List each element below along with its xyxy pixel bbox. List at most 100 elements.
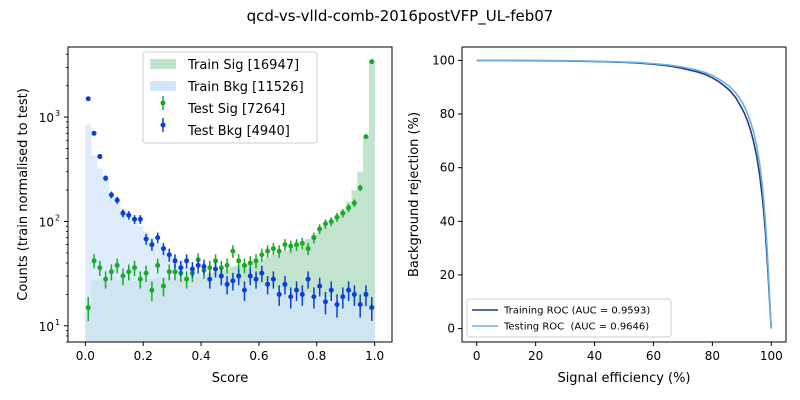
train-bkg-bar-35 (287, 290, 294, 342)
test-bkg-point-marker-7 (126, 212, 132, 218)
histogram-y-axis-title: Counts (train normalised to test) (16, 88, 31, 301)
test-bkg-point-marker-38 (305, 276, 311, 282)
test-sig-point-26 (236, 254, 242, 269)
training-roc-line (476, 59, 773, 329)
test-sig-point-44 (340, 209, 346, 218)
test-sig-point-2 (97, 260, 103, 277)
test-sig-point-45 (346, 204, 352, 212)
test-bkg-point-6 (120, 209, 126, 218)
train-sig-bar-44 (339, 209, 347, 342)
test-bkg-point-11 (149, 239, 155, 251)
train-bkg-bar-30 (258, 284, 266, 342)
test-bkg-point-marker-26 (236, 273, 242, 279)
train-bkg-bar-17 (183, 265, 190, 342)
test-bkg-point-marker-4 (108, 192, 114, 198)
train-bkg-bar-42 (328, 296, 335, 342)
roc-legend-frame (466, 298, 672, 338)
test-sig-point-43 (334, 213, 340, 222)
histogram-x-tick-label-3: 0.6 (249, 349, 268, 363)
legend-entry-test-sig: Test Sig [7264] (160, 96, 285, 117)
test-sig-point-marker-45 (346, 205, 352, 211)
legend-entry-test-bkg: Test Bkg [4940] (160, 118, 290, 139)
figure-title: qcd-vs-vlld-comb-2016postVFP_UL-feb07 (247, 7, 554, 26)
histogram-y-tick-label-2: 10 (39, 111, 54, 125)
test-bkg-point-marker-19 (195, 262, 201, 268)
train-bkg-bar-29 (253, 284, 260, 342)
roc-y-tick-label-5: 100 (432, 53, 455, 67)
test-sig-point-8 (132, 260, 138, 277)
test-bkg-point-32 (270, 271, 276, 289)
test-sig-point-28 (247, 256, 253, 271)
histogram-y-tick-exponent-1: 2 (55, 213, 60, 222)
train-bkg-bar-27 (241, 282, 248, 342)
test-sig-point-35 (288, 240, 294, 253)
test-bkg-point-marker-17 (184, 258, 190, 264)
test-sig-point-marker-43 (334, 214, 340, 220)
legend-entry-testing-roc: Testing ROC (AUC = 0.9646) (472, 322, 649, 333)
roc-x-tick-label-2: 40 (587, 349, 602, 363)
test-bkg-point-marker-35 (288, 294, 294, 300)
test-sig-point-37 (299, 237, 305, 250)
test-sig-point-3 (103, 271, 109, 289)
test-bkg-point-17 (184, 254, 190, 269)
test-sig-point-marker-37 (299, 240, 305, 246)
test-bkg-point-marker-39 (311, 294, 317, 300)
test-bkg-point-marker-29 (253, 276, 259, 282)
histogram-legend: Train Sig [16947] Train Bkg [11526] Test… (142, 51, 318, 144)
test-bkg-point-21 (207, 271, 213, 289)
legend-marker-test-bkg (160, 122, 166, 128)
test-bkg-point-marker-31 (265, 281, 271, 287)
test-sig-point-marker-12 (155, 262, 161, 268)
test-bkg-point-marker-2 (97, 153, 103, 159)
test-bkg-point-marker-9 (137, 216, 143, 222)
test-sig-point-11 (149, 281, 155, 301)
test-bkg-point-24 (224, 276, 230, 295)
train-sig-bar-45 (345, 201, 352, 342)
test-sig-point-marker-27 (241, 262, 247, 268)
test-bkg-point-20 (201, 259, 207, 275)
test-sig-point-marker-32 (270, 246, 276, 252)
roc-plot-area (476, 59, 773, 329)
histogram-axes-frame (67, 46, 393, 343)
roc-y-axis-title: Background rejection (%) (407, 112, 422, 277)
test-bkg-point-marker-40 (317, 283, 323, 289)
test-sig-point-39 (311, 232, 317, 244)
test-bkg-point-marker-11 (149, 242, 155, 248)
test-bkg-point-27 (241, 281, 247, 301)
test-bkg-point-marker-14 (166, 252, 172, 258)
test-bkg-point-40 (317, 277, 323, 297)
test-bkg-point-15 (172, 254, 178, 269)
test-sig-point-marker-26 (236, 258, 242, 264)
train-bkg-bar-36 (293, 290, 300, 342)
roc-x-tick-label-4: 80 (705, 349, 720, 363)
train-sig-bar-38 (305, 238, 312, 342)
train-bkg-bar-40 (316, 294, 323, 342)
train-bkg-bar-28 (247, 282, 254, 342)
train-sig-bar-47 (357, 171, 364, 342)
test-sig-point-marker-14 (166, 269, 172, 275)
test-bkg-point-marker-24 (224, 281, 230, 287)
train-bkg-bar-39 (311, 294, 318, 342)
test-bkg-point-marker-36 (294, 287, 300, 293)
test-sig-point-marker-46 (351, 200, 357, 206)
train-sig-bar-43 (334, 216, 341, 342)
test-sig-point-31 (265, 245, 271, 258)
test-sig-point-marker-7 (126, 269, 132, 275)
legend-label-training-roc: Training ROC (AUC = 0.9593) (503, 306, 650, 317)
legend-label-test-sig: Test Sig [7264] (187, 102, 285, 117)
test-sig-point-marker-42 (328, 218, 334, 224)
test-bkg-point-22 (213, 261, 219, 278)
test-sig-point-marker-25 (230, 248, 236, 254)
test-bkg-point-36 (294, 281, 300, 301)
histogram-x-tick-label-5: 1.0 (365, 349, 384, 363)
histogram-x-ticks: 0.0 0.2 0.4 0.6 0.8 1.0 (76, 342, 384, 363)
test-sig-point-14 (166, 264, 172, 281)
test-sig-point-marker-6 (120, 273, 126, 279)
test-sig-point-25 (230, 245, 236, 258)
histogram-x-axis-title: Score (212, 371, 248, 386)
test-sig-point-marker-35 (288, 243, 294, 249)
histogram-x-tick-label-1: 0.2 (134, 349, 153, 363)
test-sig-point-30 (259, 248, 265, 262)
histogram-x-tick-label-2: 0.4 (192, 349, 211, 363)
test-sig-point-marker-2 (97, 265, 103, 271)
